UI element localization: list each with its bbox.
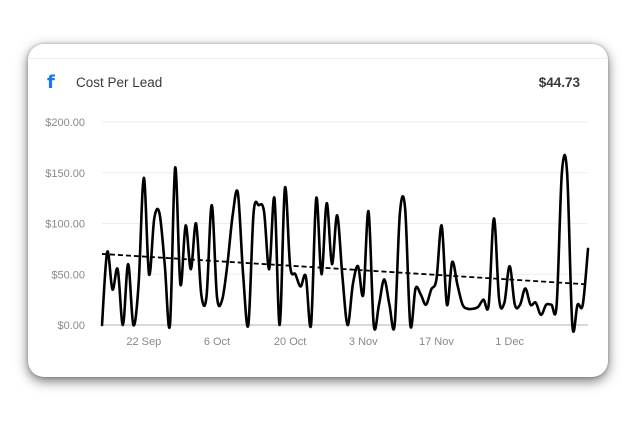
x-tick-label: 3 Nov	[349, 336, 378, 348]
y-tick-label: $50.00	[51, 269, 85, 281]
widget-title: Cost Per Lead	[76, 75, 163, 90]
cost-per-lead-chart: $0.00 $50.00 $100.00 $150.00 $200.00 22 Sep 6…	[45, 117, 590, 348]
y-tick-label: $150.00	[45, 168, 85, 180]
y-tick-label: $0.00	[57, 320, 85, 332]
y-tick-label: $200.00	[45, 117, 85, 129]
x-tick-label: 17 Nov	[419, 336, 454, 348]
facebook-icon: f	[47, 72, 55, 93]
cost-per-lead-line	[100, 153, 590, 333]
x-tick-label: 20 Oct	[274, 336, 306, 348]
x-tick-label: 6 Oct	[204, 336, 230, 348]
chart-series	[100, 153, 590, 333]
y-tick-label: $100.00	[45, 219, 85, 231]
trend-line	[101, 253, 589, 286]
card-top-divider	[28, 44, 608, 59]
y-axis-ticks: $0.00 $50.00 $100.00 $150.00 $200.00	[45, 117, 85, 332]
x-tick-label: 22 Sep	[126, 336, 161, 348]
x-axis-ticks: 22 Sep 6 Oct 20 Oct 3 Nov 17 Nov 1 Dec	[126, 336, 524, 348]
x-tick-label: 1 Dec	[495, 336, 524, 348]
cost-per-lead-card: f Cost Per Lead $44.73 $0.00 $50.00 $100.0…	[28, 44, 608, 377]
widget-total-value: $44.73	[538, 75, 580, 90]
